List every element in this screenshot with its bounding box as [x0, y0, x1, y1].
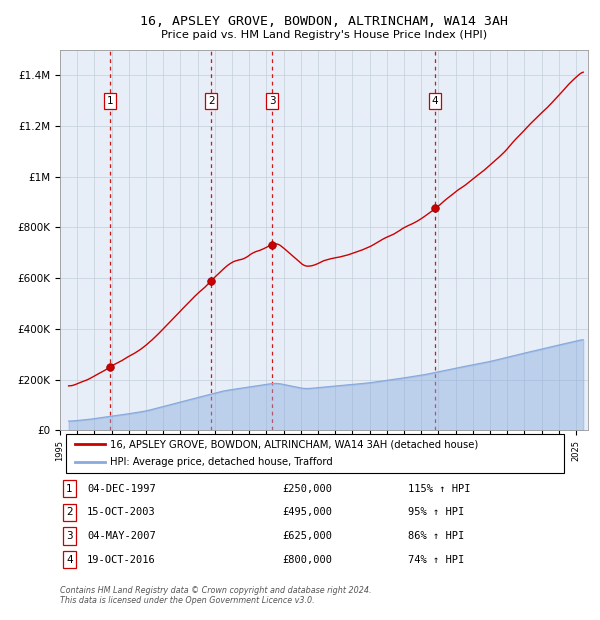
- Text: £800,000: £800,000: [282, 555, 332, 565]
- Text: 1: 1: [66, 484, 73, 494]
- Text: 3: 3: [269, 96, 275, 106]
- Text: 86% ↑ HPI: 86% ↑ HPI: [408, 531, 464, 541]
- Text: 4: 4: [66, 555, 73, 565]
- Text: HPI: Average price, detached house, Trafford: HPI: Average price, detached house, Traf…: [110, 457, 332, 467]
- Text: £250,000: £250,000: [282, 484, 332, 494]
- Text: 4: 4: [431, 96, 438, 106]
- Text: 2: 2: [66, 507, 73, 518]
- Text: Contains HM Land Registry data © Crown copyright and database right 2024.
This d: Contains HM Land Registry data © Crown c…: [60, 586, 371, 605]
- Text: 04-DEC-1997: 04-DEC-1997: [87, 484, 156, 494]
- Text: 2: 2: [208, 96, 214, 106]
- Text: 16, APSLEY GROVE, BOWDON, ALTRINCHAM, WA14 3AH (detached house): 16, APSLEY GROVE, BOWDON, ALTRINCHAM, WA…: [110, 439, 478, 449]
- Text: £495,000: £495,000: [282, 507, 332, 518]
- Text: 15-OCT-2003: 15-OCT-2003: [87, 507, 156, 518]
- Text: Price paid vs. HM Land Registry's House Price Index (HPI): Price paid vs. HM Land Registry's House …: [161, 30, 487, 40]
- Text: 04-MAY-2007: 04-MAY-2007: [87, 531, 156, 541]
- Text: 19-OCT-2016: 19-OCT-2016: [87, 555, 156, 565]
- Text: 3: 3: [66, 531, 73, 541]
- Text: 16, APSLEY GROVE, BOWDON, ALTRINCHAM, WA14 3AH: 16, APSLEY GROVE, BOWDON, ALTRINCHAM, WA…: [140, 15, 508, 28]
- Text: 95% ↑ HPI: 95% ↑ HPI: [408, 507, 464, 518]
- Text: 74% ↑ HPI: 74% ↑ HPI: [408, 555, 464, 565]
- Text: £625,000: £625,000: [282, 531, 332, 541]
- Text: 1: 1: [107, 96, 113, 106]
- Text: 115% ↑ HPI: 115% ↑ HPI: [408, 484, 470, 494]
